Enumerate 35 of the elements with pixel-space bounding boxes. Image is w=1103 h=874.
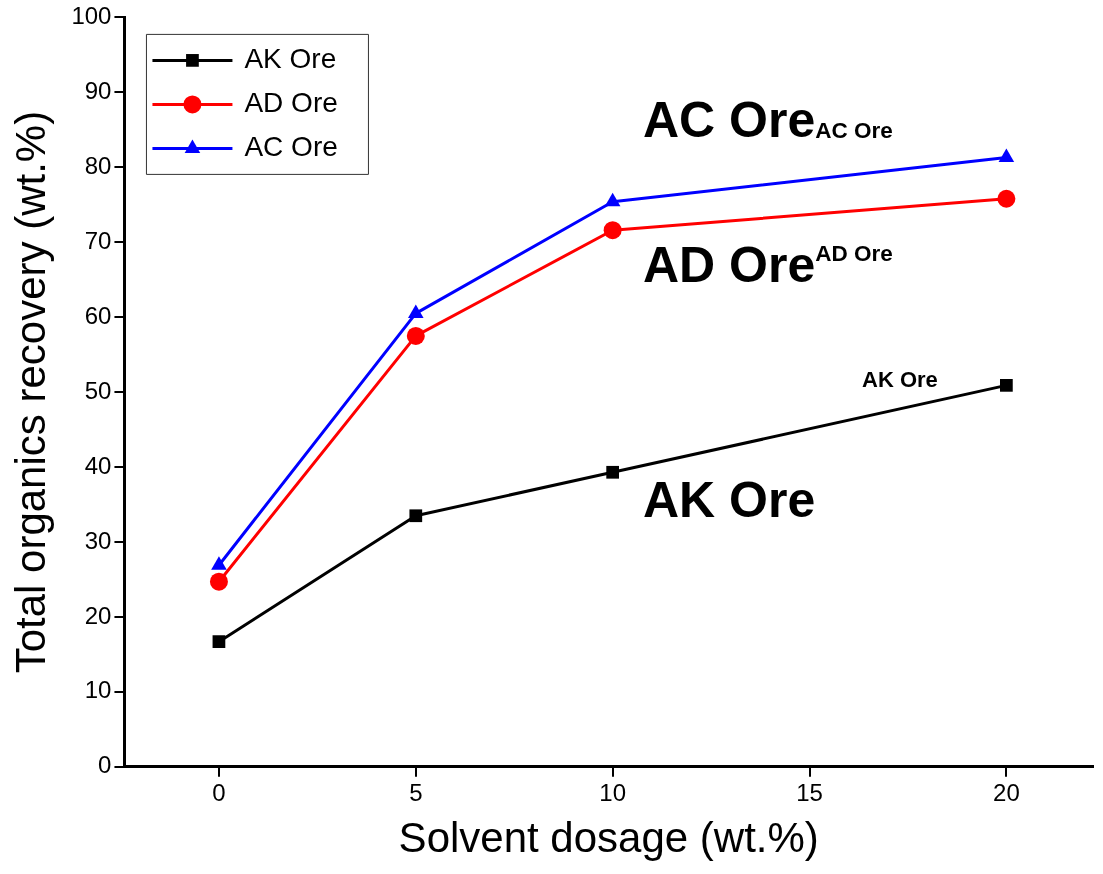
y-tick-label: 20 bbox=[84, 601, 112, 629]
annotation: AK Ore bbox=[862, 367, 938, 392]
point bbox=[406, 326, 425, 345]
x-tick-label: 20 bbox=[993, 778, 1020, 806]
annotation: AD Ore$^{AD Ore}$ bbox=[643, 237, 893, 293]
point bbox=[603, 221, 622, 240]
y-tick-label: 100 bbox=[71, 2, 112, 30]
point bbox=[1000, 378, 1013, 392]
y-tick-label: 50 bbox=[84, 376, 112, 404]
y-tick-label: 0 bbox=[98, 751, 112, 779]
x-tick-label: 15 bbox=[796, 778, 823, 806]
y-tick-label: 30 bbox=[84, 526, 112, 554]
point bbox=[997, 189, 1016, 208]
x-tick-label: 10 bbox=[599, 778, 627, 806]
point bbox=[212, 635, 226, 649]
point bbox=[408, 304, 424, 318]
point bbox=[998, 148, 1015, 163]
point bbox=[604, 192, 621, 207]
x-tick-label: 5 bbox=[409, 778, 423, 806]
y-axis-title: Total organics recovery (wt.%) bbox=[6, 110, 54, 674]
y-tick-label: 80 bbox=[84, 151, 112, 179]
legend-label: AD Ore bbox=[244, 87, 338, 119]
y-tick-label: 70 bbox=[84, 226, 112, 254]
legend-label: AK Ore bbox=[244, 43, 337, 75]
legend-label: AC Ore bbox=[244, 131, 338, 163]
x-tick-label: 0 bbox=[212, 778, 226, 806]
point bbox=[409, 509, 423, 523]
y-tick-label: 40 bbox=[84, 451, 112, 479]
y-tick-label: 10 bbox=[84, 676, 112, 704]
point bbox=[209, 572, 228, 591]
y-tick-label: 90 bbox=[84, 76, 112, 104]
x-axis-title: Solvent dosage (wt.%) bbox=[398, 814, 819, 862]
point bbox=[606, 465, 620, 479]
y-tick-label: 60 bbox=[84, 301, 112, 329]
annotation: AK Ore bbox=[643, 472, 816, 528]
